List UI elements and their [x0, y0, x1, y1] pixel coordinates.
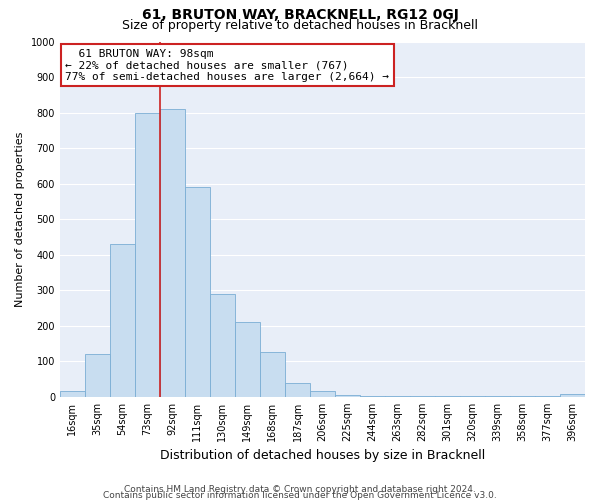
Bar	[235, 322, 260, 397]
Bar	[310, 392, 335, 397]
Bar	[560, 394, 585, 397]
Text: Contains HM Land Registry data © Crown copyright and database right 2024.: Contains HM Land Registry data © Crown c…	[124, 485, 476, 494]
Bar	[360, 396, 385, 397]
X-axis label: Distribution of detached houses by size in Bracknell: Distribution of detached houses by size …	[160, 450, 485, 462]
Bar	[185, 187, 210, 397]
Bar	[210, 294, 235, 397]
Bar	[385, 396, 410, 397]
Bar	[260, 352, 285, 397]
Bar	[285, 382, 310, 397]
Bar	[335, 395, 360, 397]
Text: 61 BRUTON WAY: 98sqm  
← 22% of detached houses are smaller (767)
77% of semi-de: 61 BRUTON WAY: 98sqm ← 22% of detached h…	[65, 48, 389, 82]
Bar	[110, 244, 135, 397]
Bar	[160, 109, 185, 397]
Text: 61, BRUTON WAY, BRACKNELL, RG12 0GJ: 61, BRUTON WAY, BRACKNELL, RG12 0GJ	[142, 8, 458, 22]
Text: Size of property relative to detached houses in Bracknell: Size of property relative to detached ho…	[122, 18, 478, 32]
Bar	[85, 354, 110, 397]
Bar	[135, 112, 160, 397]
Y-axis label: Number of detached properties: Number of detached properties	[15, 132, 25, 307]
Bar	[60, 392, 85, 397]
Text: Contains public sector information licensed under the Open Government Licence v3: Contains public sector information licen…	[103, 490, 497, 500]
